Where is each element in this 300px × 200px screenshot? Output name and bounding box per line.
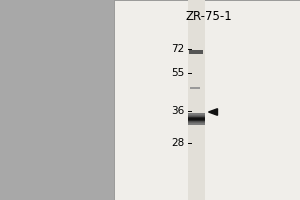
Text: 55: 55	[171, 68, 184, 78]
Bar	[114, 0, 300, 200]
Bar	[188, 120, 205, 121]
Text: ZR-75-1: ZR-75-1	[185, 10, 232, 23]
Bar	[188, 123, 205, 124]
Bar	[188, 114, 205, 115]
Bar	[188, 124, 205, 125]
Polygon shape	[208, 109, 217, 115]
Bar	[190, 87, 200, 89]
Bar	[188, 118, 205, 119]
Bar	[188, 119, 205, 120]
Bar	[188, 117, 205, 118]
Bar	[188, 0, 205, 200]
Bar	[188, 113, 205, 114]
Bar	[188, 122, 205, 123]
Text: 72: 72	[171, 44, 184, 54]
Text: 28: 28	[171, 138, 184, 148]
Bar	[188, 115, 205, 116]
Bar	[188, 116, 205, 117]
Bar	[189, 50, 203, 54]
Bar	[188, 121, 205, 122]
Text: 36: 36	[171, 106, 184, 116]
